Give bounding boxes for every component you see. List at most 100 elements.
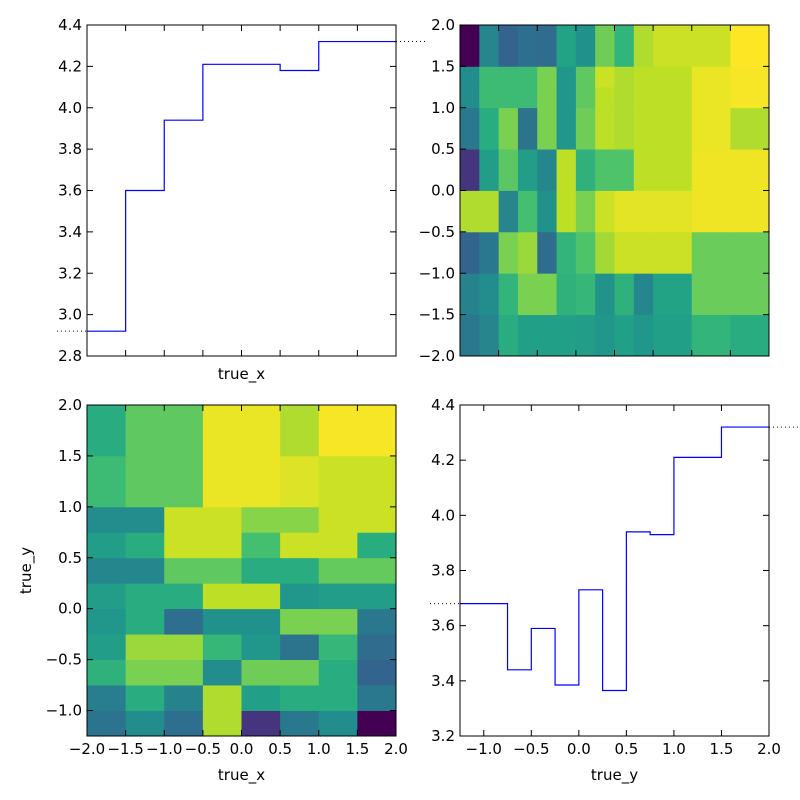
heatmap-cell [479, 25, 500, 67]
heatmap-cell [730, 87, 770, 109]
heatmap-cell [164, 532, 204, 559]
heatmap-cell [164, 608, 204, 635]
y-tick-label: 3.8 [431, 562, 455, 580]
heatmap-cell [730, 149, 770, 191]
heatmap-cell [614, 66, 635, 88]
heatmap-cell [357, 532, 397, 559]
heatmap-cell [125, 557, 165, 584]
heatmap-cell [125, 506, 165, 533]
heatmap-cell [614, 149, 635, 191]
heatmap-cell [730, 314, 770, 357]
heatmap-cell [614, 87, 635, 109]
panel-bottom-right: −1.0 −0.5 0.0 0.5 1.0 1.5 2.0 3.2 3.4 3.6 3.8 4.0 4.… [430, 396, 799, 785]
heatmap-cell [241, 506, 281, 533]
heatmap-cell [202, 710, 242, 737]
x-tick-label: −1.0 [466, 740, 502, 758]
heatmap-cell [498, 314, 519, 357]
heatmap-cell [202, 583, 242, 610]
heatmap-cell [280, 659, 320, 686]
heatmap-cell [575, 25, 596, 67]
heatmap-cell [479, 190, 500, 233]
heatmap-cell [537, 25, 557, 67]
heatmap-cell [164, 710, 204, 737]
y-tick-label: 4.4 [58, 16, 82, 34]
x-axis-title: true_y [591, 766, 638, 785]
heatmap-cell [87, 685, 127, 711]
heatmap-cell [537, 149, 557, 191]
heatmap-cell [595, 314, 615, 357]
heatmap-cell [498, 273, 519, 316]
y-tick-label: 3.8 [58, 140, 82, 158]
y-tick-label: 0.0 [58, 600, 82, 618]
heatmap-cell [691, 231, 731, 274]
heatmap-cell [595, 273, 615, 316]
heatmap-cell [730, 190, 770, 233]
heatmap-cell [517, 231, 538, 274]
heatmap-cell [87, 557, 127, 584]
heatmap-cell [498, 231, 519, 274]
heatmap-cell [498, 87, 519, 109]
y-tick-label: 4.4 [431, 396, 455, 414]
heatmap-cell [653, 190, 693, 233]
x-tick-label: 2.0 [757, 740, 781, 758]
heatmap-cell [241, 405, 281, 457]
heatmap-cell [280, 532, 320, 559]
x-tick-label: 2.0 [384, 740, 408, 758]
heatmap-cell [595, 87, 615, 109]
heatmap-cell [460, 314, 480, 357]
heatmap-cell [730, 231, 770, 274]
heatmap-cell [498, 25, 519, 67]
heatmap-cell [517, 314, 538, 357]
x-tick-label: 0.0 [567, 740, 591, 758]
y-tick-label: 3.0 [58, 306, 82, 324]
heatmap-cell [318, 583, 358, 610]
heatmap-cell [125, 405, 165, 457]
heatmap-cell [537, 66, 557, 88]
x-tick-label: 1.5 [345, 740, 369, 758]
heatmap-cell [125, 659, 165, 686]
heatmap-cell [318, 532, 358, 559]
heatmap-cell [87, 583, 127, 610]
heatmap-cell [537, 87, 557, 109]
heatmap-cell [357, 634, 397, 661]
heatmap-cell [498, 66, 519, 88]
x-tick-label: 0.5 [614, 740, 638, 758]
y-tick-label: 3.2 [58, 264, 82, 282]
y-tick-label: 3.2 [431, 727, 455, 745]
heatmap-cell [164, 634, 204, 661]
heatmap-cell [125, 532, 165, 559]
x-tick-label: 1.0 [662, 740, 686, 758]
heatmap-cell [633, 231, 654, 274]
heatmap-cell [460, 190, 480, 233]
heatmap-cell [595, 231, 615, 274]
heatmap-cell [633, 273, 654, 316]
heatmap-cell [537, 190, 557, 233]
heatmap-cell [280, 405, 320, 457]
heatmap-cell [241, 659, 281, 686]
heatmap-cell [556, 66, 577, 88]
heatmap-cell [595, 107, 615, 150]
y-tick-label: −1.0 [419, 264, 455, 282]
heatmap-cell [537, 107, 557, 150]
heatmap-cell [479, 273, 500, 316]
heatmap-cell [653, 66, 693, 88]
heatmap-cell [614, 25, 635, 67]
heatmap-cell [241, 583, 281, 610]
heatmap-cell [575, 314, 596, 357]
heatmap-cell [87, 659, 127, 686]
x-tick-label: −0.5 [513, 740, 549, 758]
heatmap-cell [479, 314, 500, 357]
heatmap-cell [653, 149, 693, 191]
heatmap-cell [575, 149, 596, 191]
y-tick-label: −0.5 [419, 223, 455, 241]
y-tick-label: 4.0 [431, 506, 455, 524]
y-tick-label: −2.0 [419, 347, 455, 365]
heatmap-cell [164, 557, 204, 584]
heatmap-cell [575, 273, 596, 316]
heatmap-cell [691, 190, 731, 233]
heatmap-cell [517, 273, 538, 316]
heatmap-cell [556, 273, 577, 316]
y-tick-label: 0.5 [58, 549, 82, 567]
heatmap-cell [517, 87, 538, 109]
heatmap-cell [498, 149, 519, 191]
